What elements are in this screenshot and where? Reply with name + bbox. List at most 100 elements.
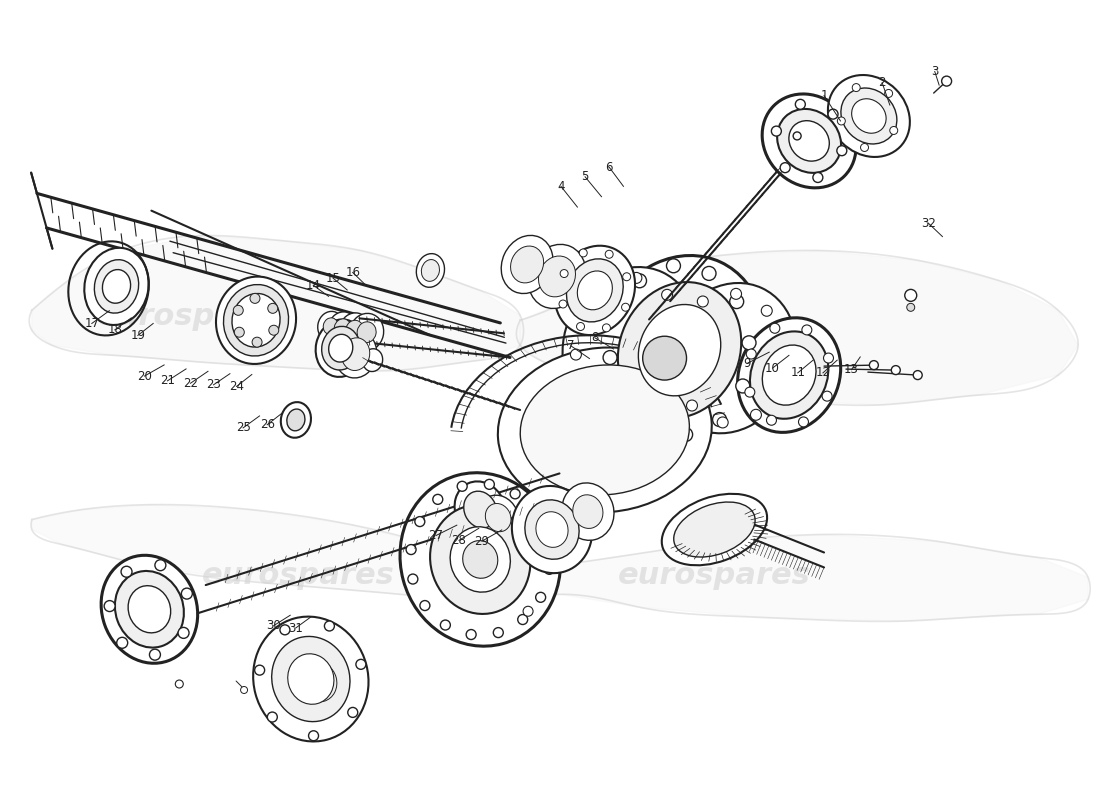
Ellipse shape: [840, 88, 896, 144]
Ellipse shape: [289, 650, 348, 714]
Circle shape: [267, 303, 277, 314]
Ellipse shape: [662, 494, 767, 566]
Ellipse shape: [329, 334, 353, 362]
Ellipse shape: [323, 318, 339, 334]
Ellipse shape: [280, 402, 311, 438]
Ellipse shape: [662, 283, 796, 434]
Circle shape: [560, 270, 568, 278]
Circle shape: [250, 294, 260, 303]
Circle shape: [799, 417, 808, 427]
Ellipse shape: [762, 345, 816, 405]
Ellipse shape: [738, 318, 840, 432]
Text: 21: 21: [160, 374, 175, 387]
Circle shape: [750, 410, 761, 420]
Circle shape: [524, 606, 534, 616]
Circle shape: [406, 545, 416, 554]
Circle shape: [458, 482, 468, 491]
Circle shape: [609, 307, 624, 322]
Circle shape: [678, 324, 689, 335]
Ellipse shape: [562, 483, 614, 540]
Circle shape: [324, 621, 334, 631]
Circle shape: [356, 659, 366, 670]
Ellipse shape: [562, 267, 697, 418]
Circle shape: [746, 349, 756, 359]
Ellipse shape: [342, 338, 370, 370]
Ellipse shape: [828, 75, 910, 157]
Circle shape: [536, 592, 546, 602]
Ellipse shape: [578, 271, 613, 310]
Ellipse shape: [638, 305, 721, 396]
Ellipse shape: [520, 365, 690, 495]
Text: 26: 26: [260, 418, 275, 431]
Polygon shape: [32, 235, 520, 370]
Circle shape: [702, 266, 716, 280]
Circle shape: [860, 143, 869, 151]
Ellipse shape: [777, 109, 842, 173]
Circle shape: [621, 303, 629, 311]
Ellipse shape: [502, 235, 553, 294]
Ellipse shape: [334, 330, 376, 378]
Circle shape: [466, 630, 476, 639]
Circle shape: [150, 649, 161, 660]
Text: 20: 20: [138, 370, 152, 382]
Text: 11: 11: [790, 366, 805, 379]
Circle shape: [674, 326, 685, 336]
Circle shape: [890, 126, 898, 134]
Ellipse shape: [287, 409, 305, 431]
Circle shape: [730, 288, 741, 299]
Circle shape: [778, 340, 789, 351]
Circle shape: [484, 479, 494, 490]
Text: 30: 30: [266, 619, 282, 632]
Circle shape: [942, 76, 952, 86]
Ellipse shape: [358, 322, 376, 342]
Text: eurospares: eurospares: [98, 302, 290, 330]
Text: 25: 25: [235, 422, 251, 434]
Circle shape: [587, 384, 597, 395]
Ellipse shape: [253, 617, 368, 742]
Circle shape: [884, 90, 892, 98]
Circle shape: [767, 415, 777, 426]
Ellipse shape: [363, 349, 383, 371]
Ellipse shape: [762, 94, 856, 188]
Polygon shape: [520, 250, 1078, 405]
Circle shape: [813, 173, 823, 182]
Ellipse shape: [328, 312, 358, 345]
Circle shape: [559, 300, 566, 308]
Circle shape: [771, 126, 781, 136]
Text: 12: 12: [815, 366, 830, 379]
Ellipse shape: [350, 314, 384, 351]
Ellipse shape: [554, 246, 635, 335]
Circle shape: [615, 392, 629, 406]
Ellipse shape: [223, 285, 288, 356]
Circle shape: [617, 401, 628, 412]
Circle shape: [852, 83, 860, 91]
Ellipse shape: [594, 255, 764, 445]
Ellipse shape: [101, 555, 198, 663]
Text: 7: 7: [568, 339, 574, 352]
Text: 24: 24: [229, 380, 244, 393]
Circle shape: [117, 638, 128, 648]
Circle shape: [510, 489, 520, 499]
Circle shape: [869, 361, 879, 370]
Ellipse shape: [618, 282, 741, 418]
Ellipse shape: [454, 482, 506, 538]
Ellipse shape: [339, 313, 371, 348]
Ellipse shape: [318, 311, 344, 341]
Circle shape: [415, 517, 425, 526]
Circle shape: [670, 365, 681, 376]
Circle shape: [542, 535, 552, 545]
Text: 23: 23: [206, 378, 221, 391]
Circle shape: [837, 146, 847, 156]
Ellipse shape: [334, 319, 351, 338]
Circle shape: [824, 353, 834, 363]
Text: 6: 6: [605, 161, 613, 174]
Ellipse shape: [114, 571, 184, 647]
Ellipse shape: [539, 256, 575, 297]
Circle shape: [267, 712, 277, 722]
Circle shape: [279, 625, 290, 635]
Ellipse shape: [400, 473, 561, 646]
Circle shape: [241, 686, 248, 694]
Circle shape: [178, 627, 189, 638]
Circle shape: [440, 620, 450, 630]
Ellipse shape: [525, 500, 579, 559]
